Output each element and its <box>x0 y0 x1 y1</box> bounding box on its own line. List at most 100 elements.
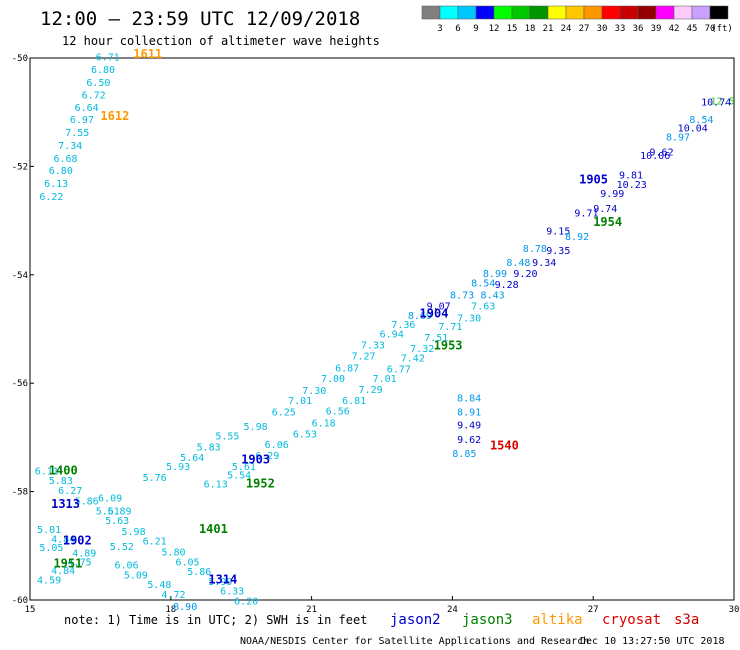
wave-height-value: 8.54 <box>689 115 713 126</box>
y-tick-label: -58 <box>12 488 28 498</box>
wave-height-value: 9.62 <box>457 435 481 446</box>
wave-height-value: 4.72 <box>161 590 185 601</box>
wave-height-value: 6.94 <box>380 330 404 341</box>
wave-height-value: 6.97 <box>70 115 94 126</box>
wave-height-value: 8.91 <box>457 408 481 419</box>
wave-height-value: 8.78 <box>523 244 547 255</box>
wave-height-value: 7.55 <box>65 128 89 139</box>
wave-height-value: 9.35 <box>546 246 570 257</box>
legend-swatch <box>475 5 495 20</box>
wave-height-value: 8.69 <box>408 311 432 322</box>
wave-height-value: 8.97 <box>666 132 690 143</box>
wave-height-value: 5.98 <box>122 527 146 538</box>
wave-height-value: 9.20 <box>513 269 537 280</box>
wave-height-value: 5.55 <box>215 432 239 443</box>
y-tick-label: -52 <box>12 162 28 172</box>
legend-value: 15 <box>507 24 518 34</box>
legend-swatch <box>529 5 549 20</box>
satellite-name: jason3 <box>462 612 513 628</box>
wave-height-value: 6.81 <box>342 396 366 407</box>
wave-height-value: 9.71 <box>574 208 598 219</box>
wave-height-value: 7.29 <box>359 385 383 396</box>
wave-height-value: 6.56 <box>326 407 350 418</box>
wave-height-value: 9.34 <box>532 258 556 269</box>
wave-height-value: 8.43 <box>481 291 505 302</box>
track-time-label: 1313 <box>51 497 80 511</box>
y-tick-label: -60 <box>12 596 28 606</box>
wave-height-value: 7.00 <box>321 374 345 385</box>
wave-height-value: 9.49 <box>457 421 481 432</box>
color-legend-bar: 3 6 9 12 15 18 21 24 27 30 33 36 39 42 45 70(ft) <box>421 5 733 34</box>
wave-height-value: 5.05 <box>39 543 63 554</box>
wave-height-value: 6.13 <box>44 179 68 190</box>
wave-height-value: 6.05 <box>175 557 199 568</box>
wave-height-value: 7.30 <box>302 386 326 397</box>
wave-height-value: 7.36 <box>391 320 415 331</box>
legend-value: 21 <box>543 24 554 34</box>
wave-height-value: 9.81 <box>619 170 643 181</box>
legend-value: 18 <box>525 24 536 34</box>
wave-height-value: 7.32 <box>410 344 434 355</box>
satellite-name: cryosat <box>602 612 661 628</box>
wave-height-value: 6.06 <box>114 561 138 572</box>
legend-unit: (ft) <box>711 24 733 34</box>
wave-height-value: 4.84 <box>51 535 75 546</box>
wave-height-value: 6.21 <box>143 537 167 548</box>
track-time-label: 1953 <box>434 339 463 353</box>
legend-value: 39 <box>651 24 662 34</box>
wave-height-value: 5.63 <box>105 516 129 527</box>
chart-title: 12:00 – 23:59 UTC 12/09/2018 <box>40 8 360 30</box>
x-tick-label: 18 <box>165 605 176 615</box>
track-time-label: 1902 <box>63 534 92 548</box>
wave-height-value: 6.13 <box>204 479 228 490</box>
legend-value: 12 <box>489 24 500 34</box>
wave-height-value: 6.72 <box>82 91 106 102</box>
wave-height-value: 9.28 <box>495 280 519 291</box>
wave-height-value: 10.23 <box>617 180 647 191</box>
wave-height-value: 8.92 <box>565 232 589 243</box>
track-time-label: 1400 <box>49 463 78 477</box>
wave-height-value: 7.01 <box>373 374 397 385</box>
plot-frame <box>29 57 735 601</box>
wave-height-value: 6.06 <box>265 440 289 451</box>
wave-height-value: 4.84 <box>51 566 75 577</box>
legend-swatch <box>583 5 603 20</box>
wave-height-value: 6.50 <box>86 78 110 89</box>
wave-height-value: 6.80 <box>91 65 115 76</box>
legend-swatch <box>457 5 477 20</box>
legend-value: 70 <box>705 24 716 34</box>
legend-swatch <box>709 5 729 20</box>
observations-layer: 6.716.806.506.726.646.977.557.346.686.80… <box>35 53 735 613</box>
wave-height-value: 6.64 <box>75 103 99 114</box>
wave-height-value: 5.98 <box>244 422 268 433</box>
track-time-label: 1612 <box>100 109 129 123</box>
legend-swatch <box>565 5 585 20</box>
wave-height-value: 9.07 <box>427 301 451 312</box>
x-tick-label: 15 <box>25 605 36 615</box>
x-tick-label: 27 <box>588 605 599 615</box>
footer-credit: NOAA/NESDIS Center for Satellite Applica… <box>240 636 589 647</box>
wave-height-value: 7.01 <box>288 396 312 407</box>
satellite-name: s3a <box>674 612 699 628</box>
satellite-legend: jason2 jason3 altika cryosat s3a <box>390 612 699 628</box>
wave-height-value: 5.09 <box>124 570 148 581</box>
legend-value: 6 <box>455 24 460 34</box>
legend-value: 42 <box>669 24 680 34</box>
track-time-label: 1904 <box>420 307 449 321</box>
track-time-label: 1611 <box>133 47 162 61</box>
track-time-label: 1314 <box>208 573 237 587</box>
wave-height-value: 8.84 <box>457 394 481 405</box>
track-time-label: 1401 <box>199 522 228 536</box>
track-time-label: 1903 <box>241 452 270 466</box>
wave-height-value: 8.99 <box>483 269 507 280</box>
wave-height-value: 6.87 <box>335 363 359 374</box>
wave-height-value: 9.99 <box>600 189 624 200</box>
x-tick-label: 30 <box>729 605 740 615</box>
legend-value: 33 <box>615 24 626 34</box>
wave-height-value: 5.89 <box>107 506 131 517</box>
legend-value: 45 <box>687 24 698 34</box>
wave-height-value: 5.48 <box>147 580 171 591</box>
legend-value: 3 <box>437 24 442 34</box>
wave-height-value: 6.53 <box>293 429 317 440</box>
wave-height-value: 6.29 <box>255 451 279 462</box>
